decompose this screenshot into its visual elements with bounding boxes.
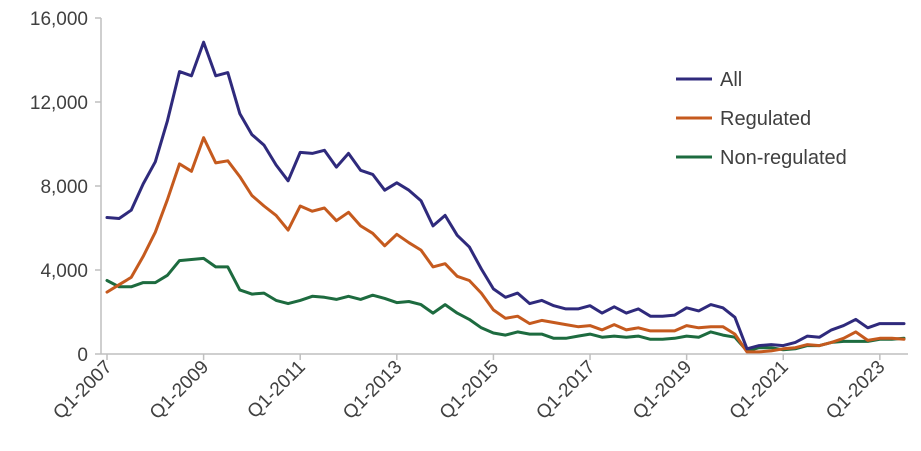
- y-tick-label: 16,000: [30, 9, 88, 30]
- x-tick-label: Q1-2015: [436, 357, 503, 424]
- y-tick-label: 12,000: [30, 93, 88, 114]
- x-tick-label: Q1-2023: [822, 357, 889, 424]
- series-line-regulated: [105, 136, 906, 354]
- series-line-non-regulated: [105, 256, 906, 353]
- x-tick-label: Q1-2009: [146, 357, 213, 424]
- legend-label: Non-regulated: [720, 147, 847, 169]
- x-axis: Q1-2007 Q1-2009 Q1-2011 Q1-2013 Q1-2015 Q1-20…: [49, 353, 908, 424]
- x-tick-label: Q1-2021: [726, 357, 793, 424]
- x-tick-label: Q1-2007: [49, 357, 116, 424]
- legend-label: Regulated: [720, 108, 811, 130]
- legend: All Regulated Non-regulated: [676, 69, 847, 169]
- x-tick-label: Q1-2017: [532, 357, 599, 424]
- series-line-all: [105, 40, 906, 351]
- y-tick-label: 8,000: [40, 177, 88, 198]
- y-tick-label: 4,000: [40, 261, 88, 282]
- x-tick-label: Q1-2011: [244, 357, 310, 423]
- x-tick-label: Q1-2019: [629, 357, 696, 424]
- series-lines: [105, 40, 906, 354]
- y-tick-label: 0: [77, 345, 88, 366]
- legend-label: All: [720, 69, 742, 91]
- y-axis: 0 4,000 8,000 12,000 16,000: [30, 9, 102, 366]
- x-tick-label: Q1-2013: [339, 357, 406, 424]
